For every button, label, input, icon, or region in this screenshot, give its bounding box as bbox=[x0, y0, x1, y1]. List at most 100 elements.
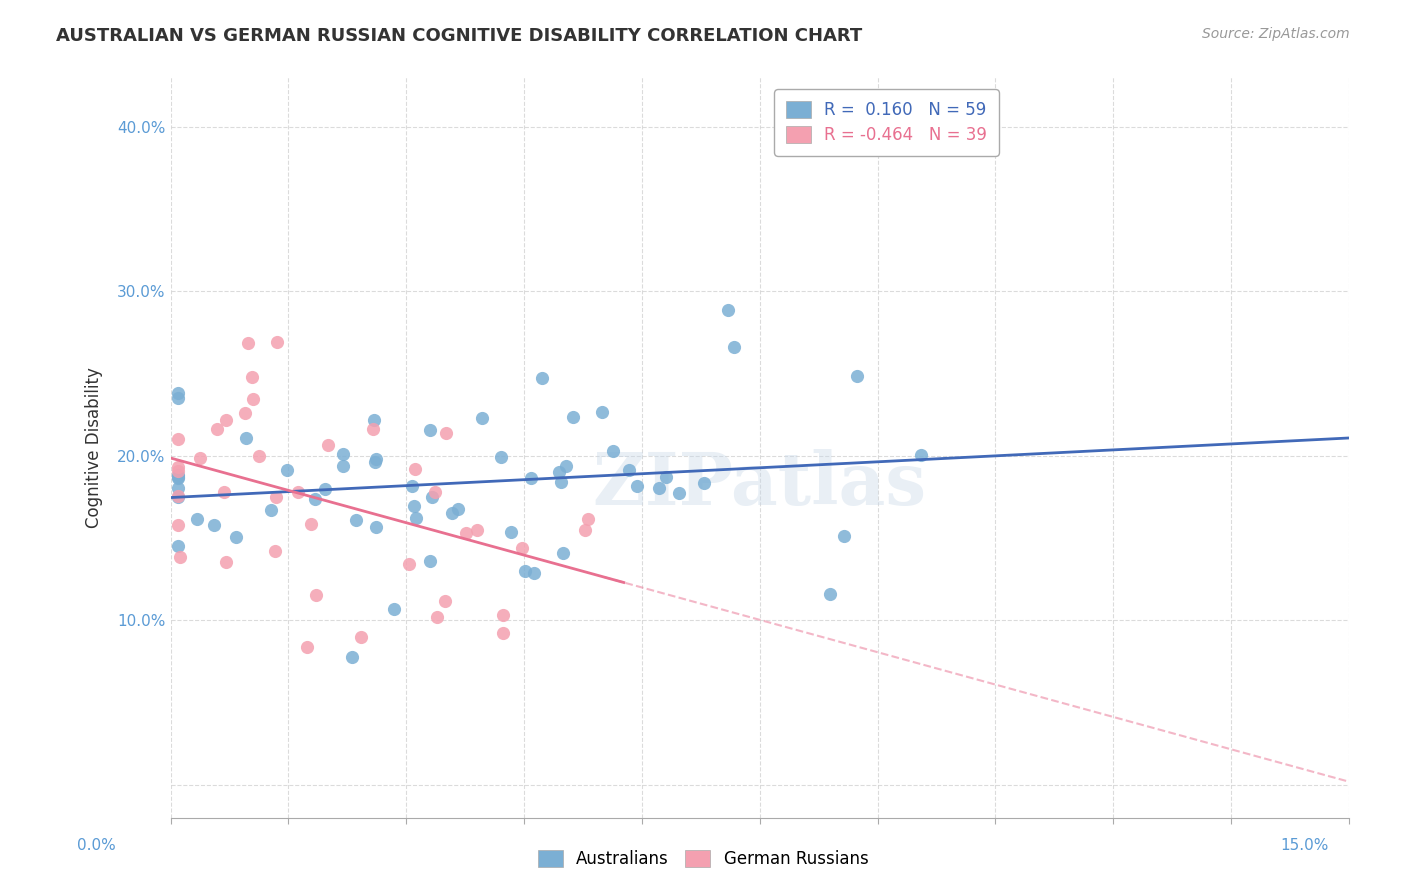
Point bbox=[554, 458, 576, 473]
Point bbox=[167, 481, 190, 495]
Point bbox=[167, 468, 190, 483]
Point bbox=[240, 370, 263, 384]
Point bbox=[207, 422, 229, 436]
Point bbox=[287, 484, 309, 499]
Point bbox=[626, 479, 648, 493]
Point bbox=[167, 464, 190, 478]
Point bbox=[492, 608, 515, 623]
Point bbox=[314, 483, 336, 497]
Point bbox=[441, 506, 464, 520]
Point bbox=[401, 479, 423, 493]
Point bbox=[576, 512, 599, 526]
Point bbox=[167, 517, 190, 532]
Point bbox=[617, 463, 640, 477]
Legend: Australians, German Russians: Australians, German Russians bbox=[531, 843, 875, 875]
Text: 0.0%: 0.0% bbox=[77, 838, 117, 853]
Point bbox=[492, 626, 515, 640]
Point bbox=[364, 455, 387, 469]
Point bbox=[382, 602, 405, 616]
Point bbox=[648, 481, 671, 495]
Point bbox=[316, 438, 339, 452]
Point bbox=[236, 336, 259, 351]
Text: Source: ZipAtlas.com: Source: ZipAtlas.com bbox=[1202, 27, 1350, 41]
Point bbox=[489, 450, 512, 464]
Point bbox=[215, 556, 238, 570]
Point bbox=[456, 526, 478, 541]
Point bbox=[547, 465, 569, 479]
Point bbox=[235, 431, 257, 445]
Point bbox=[167, 385, 190, 400]
Text: ZIPatlas: ZIPatlas bbox=[592, 450, 927, 520]
Point bbox=[419, 554, 441, 568]
Point bbox=[405, 511, 427, 525]
Point bbox=[342, 649, 364, 664]
Text: AUSTRALIAN VS GERMAN RUSSIAN COGNITIVE DISABILITY CORRELATION CHART: AUSTRALIAN VS GERMAN RUSSIAN COGNITIVE D… bbox=[56, 27, 862, 45]
Point bbox=[366, 452, 388, 467]
Point bbox=[551, 546, 574, 560]
Point bbox=[188, 450, 211, 465]
Point bbox=[212, 484, 235, 499]
Point bbox=[332, 458, 354, 473]
Point bbox=[591, 405, 613, 419]
Point bbox=[363, 413, 385, 427]
Point bbox=[295, 640, 318, 654]
Point bbox=[434, 593, 457, 607]
Point bbox=[402, 499, 425, 513]
Point bbox=[654, 470, 676, 484]
Point bbox=[420, 490, 443, 504]
Point bbox=[562, 410, 585, 425]
Point bbox=[186, 512, 208, 526]
Point bbox=[434, 425, 457, 440]
Point bbox=[364, 520, 387, 534]
Point bbox=[167, 470, 190, 484]
Point bbox=[602, 444, 624, 458]
Y-axis label: Cognitive Disability: Cognitive Disability bbox=[86, 368, 103, 528]
Point bbox=[167, 432, 190, 446]
Point bbox=[332, 446, 354, 460]
Point bbox=[520, 471, 543, 485]
Point bbox=[169, 550, 191, 565]
Point bbox=[723, 340, 745, 354]
Point bbox=[499, 524, 522, 539]
Legend: R =  0.160   N = 59, R = -0.464   N = 39: R = 0.160 N = 59, R = -0.464 N = 39 bbox=[775, 89, 998, 156]
Point bbox=[404, 461, 426, 475]
Point bbox=[242, 392, 264, 406]
Point bbox=[350, 630, 373, 644]
Point bbox=[668, 486, 690, 500]
Point bbox=[530, 371, 553, 385]
Point bbox=[305, 588, 328, 602]
Point bbox=[845, 368, 868, 383]
Point bbox=[167, 391, 190, 405]
Point bbox=[717, 302, 740, 317]
Point bbox=[446, 502, 468, 516]
Point bbox=[167, 540, 190, 554]
Point bbox=[260, 502, 283, 516]
Point bbox=[202, 518, 225, 533]
Point bbox=[465, 523, 488, 537]
Point bbox=[818, 587, 841, 601]
Point bbox=[233, 406, 256, 420]
Point bbox=[574, 523, 596, 537]
Point bbox=[693, 476, 716, 491]
Point bbox=[510, 541, 533, 555]
Point bbox=[224, 530, 246, 544]
Point bbox=[346, 513, 368, 527]
Point bbox=[266, 334, 288, 349]
Text: 15.0%: 15.0% bbox=[1281, 838, 1329, 853]
Point bbox=[513, 564, 536, 578]
Point bbox=[419, 423, 441, 437]
Point bbox=[423, 484, 446, 499]
Point bbox=[471, 410, 494, 425]
Point bbox=[264, 543, 287, 558]
Point bbox=[550, 475, 572, 489]
Point bbox=[167, 470, 190, 484]
Point bbox=[167, 490, 190, 504]
Point bbox=[361, 422, 384, 436]
Point bbox=[249, 449, 271, 463]
Point bbox=[832, 529, 855, 543]
Point bbox=[276, 463, 298, 477]
Point bbox=[299, 516, 322, 531]
Point bbox=[398, 557, 420, 571]
Point bbox=[167, 460, 190, 475]
Point bbox=[523, 566, 546, 581]
